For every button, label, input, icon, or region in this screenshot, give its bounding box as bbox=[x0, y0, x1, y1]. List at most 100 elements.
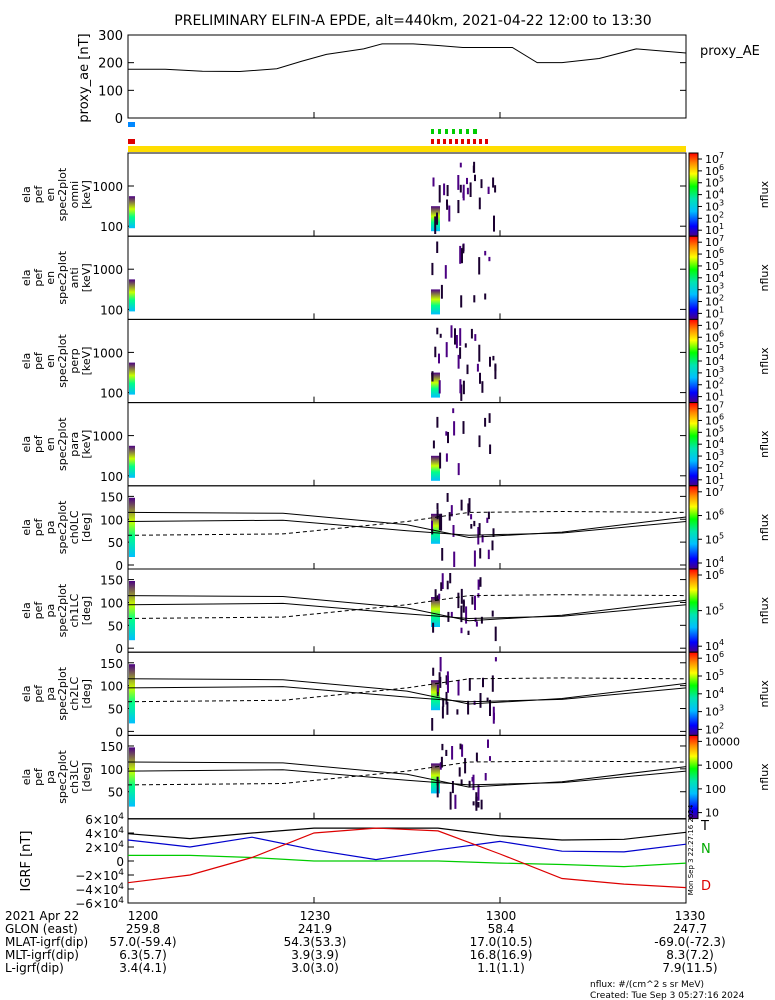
flux-streak bbox=[494, 657, 497, 662]
flux-streak bbox=[493, 215, 495, 232]
flux-streak bbox=[460, 295, 463, 308]
colorbar-tick-label: 103 bbox=[705, 704, 724, 719]
loss-cone-line bbox=[127, 511, 687, 539]
flux-streak bbox=[445, 749, 448, 756]
loss-cone-line bbox=[127, 686, 687, 703]
spec-ytick-label: 1000 bbox=[92, 180, 123, 194]
flux-streak bbox=[491, 610, 494, 617]
spectrogram-panel: 0 50 100 150 ela pef pa spec2plot ch0LC [deg] 104 1… bbox=[20, 484, 771, 573]
flux-streak bbox=[445, 342, 448, 358]
panel-label-word: spec2plot bbox=[56, 750, 69, 804]
panel-label-word: [keV] bbox=[80, 347, 93, 376]
colorbar-tick-label: 107 bbox=[705, 401, 724, 416]
flux-streak bbox=[467, 503, 470, 516]
flux-streak bbox=[492, 355, 495, 361]
flux-streak bbox=[464, 758, 467, 774]
flux-streak bbox=[462, 421, 465, 434]
colorbar-tick-label: 10 bbox=[705, 807, 719, 820]
flux-streak bbox=[484, 417, 487, 427]
colorbar-tick-label: 101 bbox=[705, 305, 724, 320]
flux-streak bbox=[477, 802, 480, 808]
flux-streak bbox=[472, 774, 475, 791]
flux-streak bbox=[445, 675, 448, 685]
flux-streak bbox=[493, 712, 495, 720]
flux-streak bbox=[448, 512, 451, 521]
spec-ytick-label: 50 bbox=[108, 536, 123, 550]
flux-streak bbox=[494, 626, 497, 642]
flux-streak bbox=[431, 371, 434, 382]
flux-streak bbox=[452, 525, 455, 537]
flux-streak bbox=[494, 363, 497, 380]
conjunction-blob bbox=[431, 455, 440, 481]
axis-cell: -69.0(-72.3) bbox=[654, 935, 725, 949]
flux-streak bbox=[434, 589, 437, 601]
colorbar-unit: nflux bbox=[758, 763, 771, 791]
flux-streak bbox=[478, 197, 481, 210]
colorbar-tick-label: 107 bbox=[705, 151, 724, 166]
start-strip-blob bbox=[129, 497, 135, 557]
flux-streak bbox=[466, 187, 469, 195]
flux-streak bbox=[471, 777, 474, 782]
anti-loss-cone-line bbox=[127, 760, 687, 786]
flux-streak bbox=[492, 177, 495, 188]
ae-frame bbox=[127, 34, 687, 119]
colorbar-tick-label: 104 bbox=[705, 187, 724, 202]
flux-streak bbox=[484, 250, 487, 256]
flux-streak bbox=[474, 174, 476, 182]
panel-label-word: pef bbox=[32, 351, 45, 370]
panel-label-word: pa bbox=[44, 770, 57, 784]
axis-row-label: 2021 Apr 22 bbox=[5, 909, 79, 923]
axis-cell: 1230 bbox=[300, 909, 331, 923]
flux-streak bbox=[467, 630, 470, 635]
colorbar-tick-label: 103 bbox=[705, 282, 724, 297]
flux-streak bbox=[494, 365, 497, 372]
flux-streak bbox=[486, 697, 489, 702]
flux-streak bbox=[460, 779, 463, 786]
start-strip-blob bbox=[129, 279, 135, 312]
flux-streak bbox=[446, 204, 449, 210]
green-dash bbox=[474, 129, 477, 134]
science-zone-bar bbox=[128, 146, 686, 152]
spec-ytick-label: 0 bbox=[115, 642, 123, 656]
flux-streak bbox=[453, 421, 456, 436]
flux-streak bbox=[439, 452, 442, 469]
colorbar-tick-label: 107 bbox=[705, 484, 724, 499]
panel-label-word: pa bbox=[44, 604, 57, 618]
flux-streak bbox=[447, 675, 449, 693]
colorbar-unit: nflux bbox=[758, 680, 771, 708]
flux-streak bbox=[454, 328, 456, 345]
colorbar-tick-label: 106 bbox=[705, 163, 724, 178]
flux-streak bbox=[479, 693, 482, 708]
colorbar-tick-label: 103 bbox=[705, 365, 724, 380]
flux-streak bbox=[473, 550, 476, 567]
panel-label-word: spec2plot bbox=[56, 417, 69, 471]
flux-streak bbox=[467, 700, 470, 715]
flux-streak bbox=[459, 245, 462, 264]
colorbar bbox=[688, 734, 699, 820]
panel-label-word: anti bbox=[68, 267, 81, 288]
flux-streak bbox=[432, 667, 435, 676]
panel-label-word: en bbox=[44, 188, 57, 202]
igrf-ytick-label: 4×104 bbox=[85, 826, 124, 841]
flux-streak bbox=[439, 333, 442, 338]
colorbar bbox=[688, 152, 699, 237]
flux-streak bbox=[475, 796, 478, 811]
spec-ytick-label: 100 bbox=[100, 303, 123, 317]
panel-label-word: ela bbox=[20, 602, 33, 619]
flux-streak bbox=[486, 517, 489, 523]
panel-label-word: para bbox=[68, 432, 81, 457]
axis-cell: 1.1(1.1) bbox=[477, 961, 525, 975]
flux-streak bbox=[473, 295, 476, 303]
flux-streak bbox=[450, 325, 453, 338]
ae-ytick-label: 300 bbox=[98, 29, 123, 44]
green-dash bbox=[445, 129, 448, 134]
panel-label-word: en bbox=[44, 354, 57, 368]
start-strip-blob bbox=[129, 196, 135, 229]
conjunction-blob bbox=[431, 597, 440, 627]
colorbar-unit: nflux bbox=[758, 264, 771, 292]
loss-cone-line bbox=[127, 678, 687, 705]
ae-series-line bbox=[128, 43, 687, 73]
